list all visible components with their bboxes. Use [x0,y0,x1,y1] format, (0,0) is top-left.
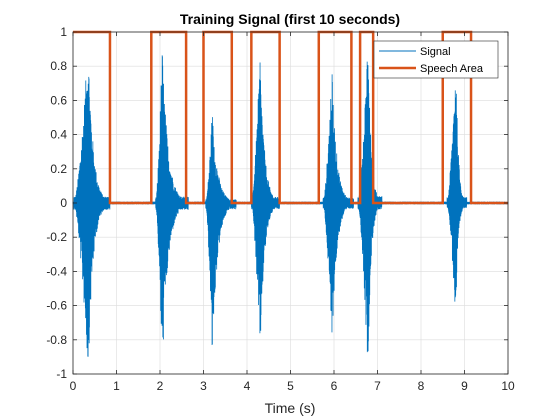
x-axis-label: Time (s) [265,400,316,416]
y-tick-label: 0.8 [50,59,67,73]
x-tick-label: 7 [374,379,381,393]
y-tick-label: -0.4 [46,264,67,278]
y-tick-label: -0.8 [46,333,67,347]
y-tick-label: 1 [60,25,67,39]
x-tick-label: 6 [331,379,338,393]
x-tick-label: 2 [157,379,164,393]
y-tick-label: -0.6 [46,299,67,313]
y-tick-label: 0.6 [50,93,67,107]
axis-ticks: 0 1 2 3 4 5 6 7 8 9 10 -1 -0.8 -0.6 -0.4 -0.2 0 0.2 0.4 0.6… [46,25,515,393]
y-tick-label: -1 [56,367,67,381]
y-tick-label: -0.2 [46,230,67,244]
x-tick-label: 8 [418,379,425,393]
x-tick-label: 5 [287,379,294,393]
x-tick-label: 1 [113,379,120,393]
y-tick-label: 0 [60,196,67,210]
legend-box [373,40,499,79]
legend-label-speech-area: Speech Area [420,63,484,75]
chart-title: Training Signal (first 10 seconds) [180,11,400,27]
x-tick-label: 10 [501,379,515,393]
x-tick-label: 9 [461,379,468,393]
x-tick-label: 4 [244,379,251,393]
y-tick-label: 0.4 [50,128,67,142]
x-tick-label: 3 [200,379,207,393]
y-tick-label: 0.2 [50,162,67,176]
legend: Signal Speech Area [373,40,499,79]
legend-label-signal: Signal [420,46,451,58]
x-tick-label: 0 [70,379,77,393]
